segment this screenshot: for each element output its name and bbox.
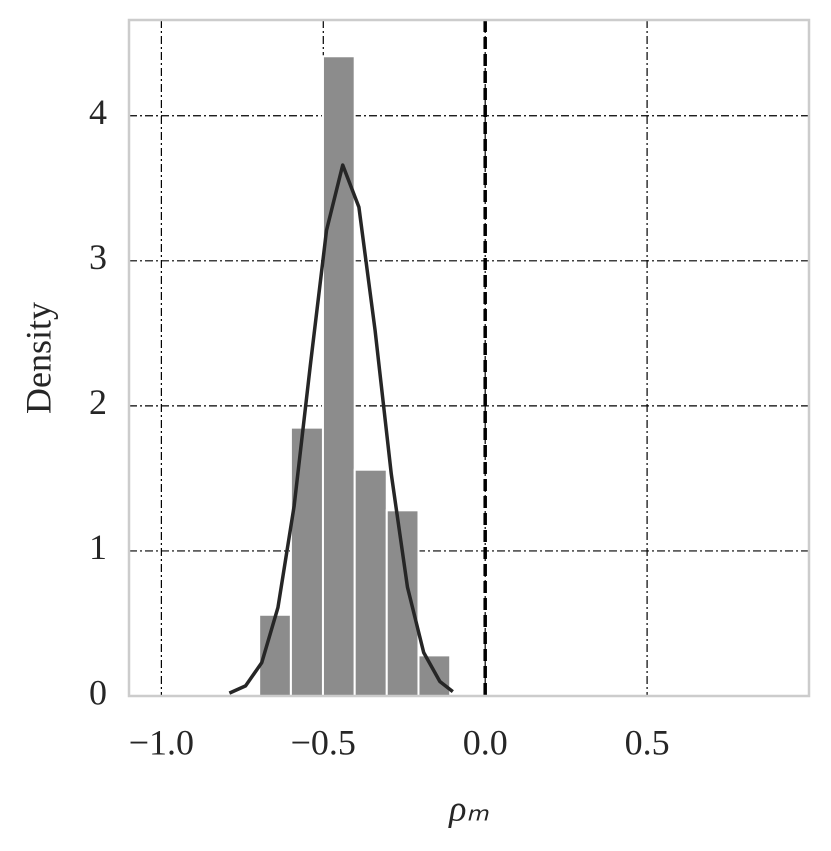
bar: [353, 468, 388, 698]
x-tick-label: −0.5: [291, 722, 356, 762]
kde-line: [228, 163, 454, 695]
bar: [321, 55, 356, 697]
y-tick-label: 0: [89, 672, 107, 712]
axes-frame: [127, 18, 811, 698]
y-tick-label: 1: [89, 527, 107, 567]
x-axis-label: ρₘ: [448, 788, 489, 828]
x-tick-label: 0.5: [625, 722, 670, 762]
y-tick-label: 3: [89, 237, 107, 277]
bar: [417, 654, 452, 697]
x-tick-label: −1.0: [129, 722, 194, 762]
x-tick-label: 0.0: [463, 722, 508, 762]
y-axis-label: Density: [18, 302, 58, 414]
y-tick-label: 4: [89, 92, 107, 132]
bar: [289, 426, 324, 697]
bar: [385, 509, 420, 697]
y-tick-label: 2: [89, 382, 107, 422]
